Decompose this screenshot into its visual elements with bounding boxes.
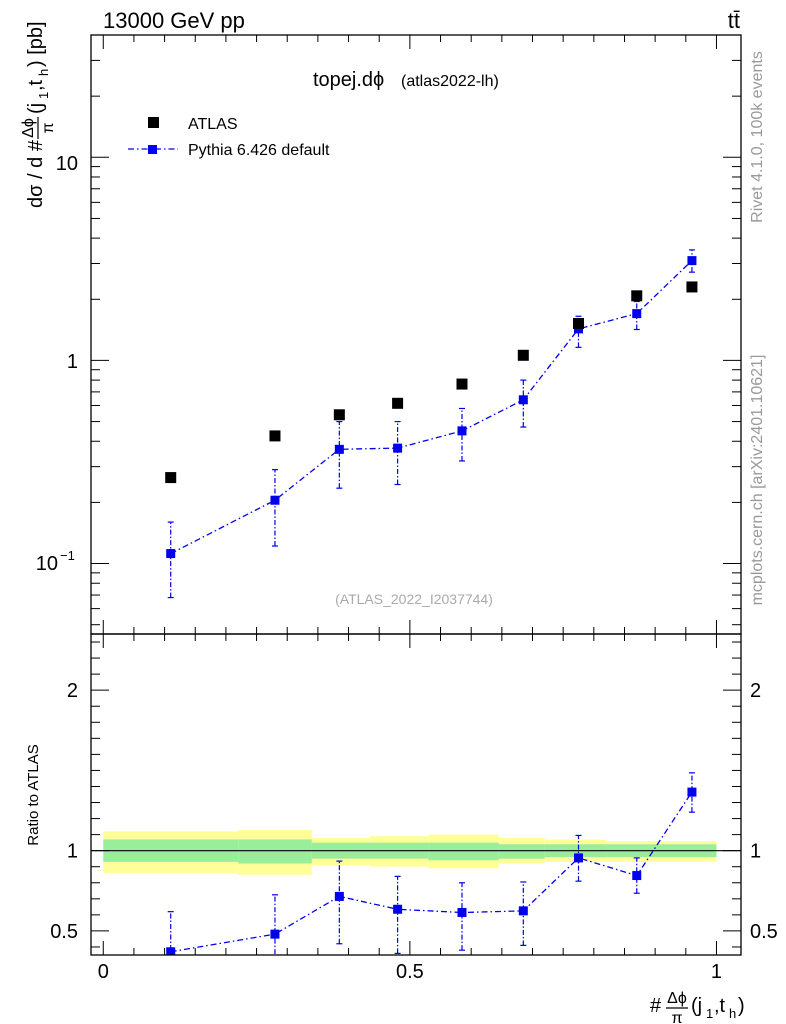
xlabel-part-end: ) <box>738 995 745 1017</box>
legend-atlas-marker <box>148 117 159 128</box>
pythia-point <box>393 443 403 453</box>
ylabel-frac-den: π <box>40 122 57 133</box>
pythia-point <box>270 495 280 505</box>
xtick-label: 0.5 <box>396 961 424 983</box>
ratio-point <box>687 787 697 797</box>
analysis-watermark: (ATLAS_2022_I2037744) <box>335 591 493 607</box>
xlabel: # Δϕ π (j 1 ,t h ) <box>650 990 745 1024</box>
ratio-ytick-label-right: 0.5 <box>750 921 778 943</box>
ratio-ytick-label-left: 0.5 <box>50 921 78 943</box>
ylabel-frac-num: Δϕ <box>20 118 37 138</box>
pythia-point <box>457 426 467 436</box>
atlas-point <box>333 409 345 421</box>
legend-pythia-marker <box>148 145 157 154</box>
ratio-point <box>166 947 176 955</box>
ratio-axis-ticks: 0.5 0.5 1 1 2 2 0 0.5 1 <box>50 634 778 983</box>
ytick-label-0.1-exp: −1 <box>60 548 75 563</box>
atlas-point <box>631 290 643 302</box>
xtick-label: 1 <box>711 961 722 983</box>
legend-atlas-label: ATLAS <box>188 116 238 133</box>
ratio-band-layer <box>103 829 717 875</box>
xtick-label: 0 <box>98 961 109 983</box>
ratio-point <box>632 871 642 881</box>
pythia-series-line <box>170 260 693 555</box>
ytick-label-1: 1 <box>67 351 78 373</box>
xlabel-frac-num: Δϕ <box>667 990 687 1007</box>
ytick-label-0.1-base: 10 <box>36 553 58 575</box>
ratio-point <box>334 891 344 901</box>
header-right: tt̄ <box>728 8 740 33</box>
ratio-ytick-label-left: 1 <box>67 841 78 863</box>
pythia-point <box>632 309 642 319</box>
ratio-point <box>393 904 403 914</box>
xlabel-sub-h: h <box>729 1006 736 1021</box>
atlas-point <box>517 349 529 361</box>
atlas-point <box>392 397 404 409</box>
ylabel-sub-h: h <box>36 69 51 76</box>
ratio-panel-frame <box>90 633 742 956</box>
ytick-label-10: 10 <box>56 153 78 175</box>
legend: ATLAS Pythia 6.426 default <box>128 116 330 159</box>
ylabel-part-1: dσ / d # <box>25 139 47 208</box>
ylabel-part-t: ,t <box>25 79 47 91</box>
pythia-point <box>687 256 697 266</box>
ylabel-sub-1: 1 <box>36 92 51 99</box>
pythia-point <box>166 549 176 559</box>
ratio-series-line <box>170 791 693 953</box>
ratio-band-green <box>498 844 545 859</box>
top-data-layer <box>165 249 698 599</box>
top-ylabel: dσ / d # Δϕ π (j 1 ,t h ) [pb] <box>20 21 57 208</box>
xlabel-part-hash: # <box>650 995 662 1017</box>
rivet-label: Rivet 4.1.0, 100k events <box>749 51 766 223</box>
header-left: 13000 GeV pp <box>103 8 245 33</box>
ratio-point <box>518 906 528 916</box>
pythia-point <box>518 395 528 405</box>
atlas-point <box>456 378 468 390</box>
xlabel-sub-1: 1 <box>706 1006 713 1021</box>
ytick-label-0.1: 10 −1 <box>36 548 75 575</box>
plot-title: topej.dϕ <box>313 69 384 91</box>
ratio-point <box>457 907 467 917</box>
ratio-ytick-label-right: 2 <box>750 680 761 702</box>
ratio-band-green <box>238 839 312 864</box>
top-axis-ticks <box>91 34 741 634</box>
mcplots-label: mcplots.cern.ch [arXiv:2401.10621] <box>749 355 766 606</box>
pythia-point <box>334 444 344 454</box>
atlas-point <box>165 472 177 484</box>
xlabel-part-j: (j <box>691 995 702 1017</box>
ylabel-part-end: ) [pb] <box>25 21 47 67</box>
xlabel-frac-den: π <box>671 1010 682 1024</box>
atlas-point <box>269 430 281 442</box>
ratio-ylabel: Ratio to ATLAS <box>25 744 42 845</box>
ratio-band-green <box>428 842 499 861</box>
atlas-point <box>686 281 698 293</box>
xlabel-part-t: ,t <box>714 995 726 1017</box>
atlas-point <box>573 317 584 329</box>
ratio-ytick-label-right: 1 <box>750 841 761 863</box>
ratio-ytick-label-left: 2 <box>67 680 78 702</box>
ratio-point <box>270 929 280 939</box>
ratio-data-layer <box>166 772 697 955</box>
ylabel-part-j: (j <box>25 103 47 114</box>
plot-subtitle: (atlas2022-lh) <box>401 73 499 90</box>
ratio-point <box>574 853 583 863</box>
legend-pythia-label: Pythia 6.426 default <box>188 142 330 159</box>
